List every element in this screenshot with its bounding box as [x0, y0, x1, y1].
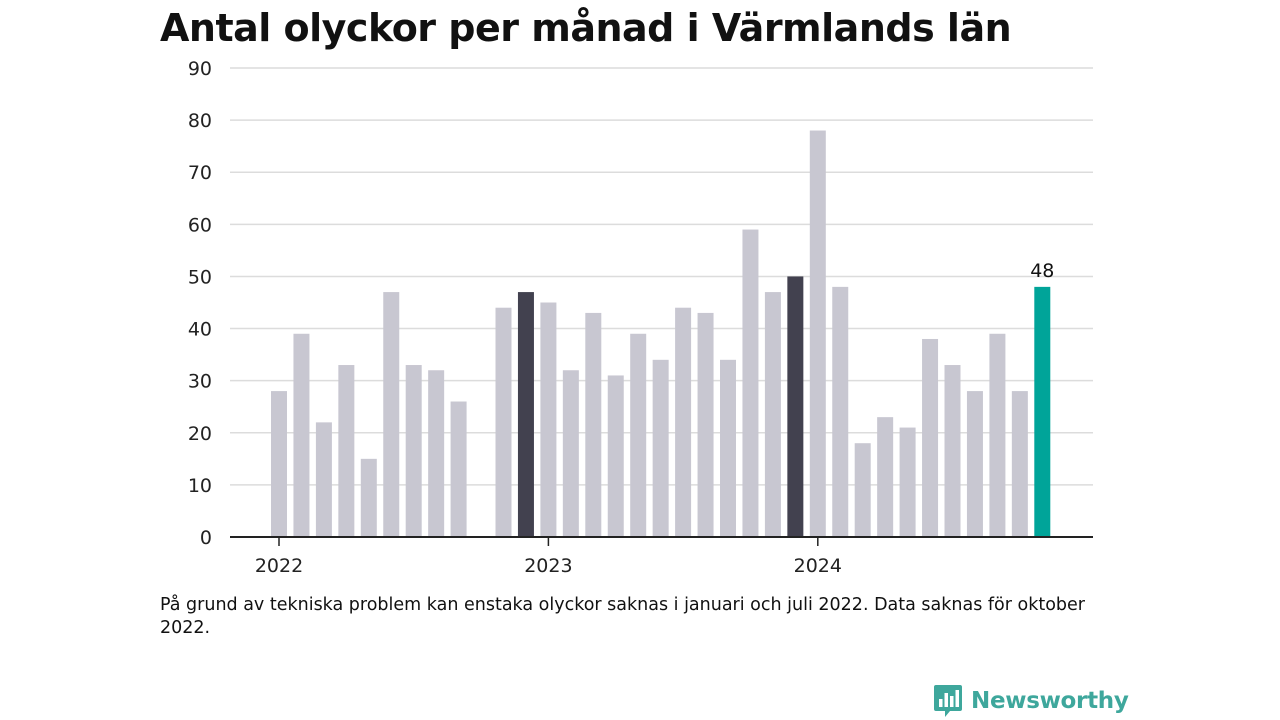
bar	[1034, 286, 1051, 537]
newsworthy-bar-chart-icon	[934, 685, 962, 717]
bar	[360, 458, 377, 537]
x-tick-label: 2024	[794, 555, 842, 577]
x-axis-ticks: 2022 2023 2024	[255, 537, 842, 577]
brand-name: Newsworthy	[971, 688, 1129, 714]
bar	[809, 130, 826, 538]
bar	[989, 333, 1006, 537]
y-tick-label: 10	[188, 475, 212, 497]
bar	[922, 338, 939, 537]
brand-logo[interactable]: Newsworthy	[933, 682, 1129, 720]
y-tick-label: 70	[188, 162, 212, 184]
data-labels: 48	[1030, 260, 1054, 282]
bar	[854, 443, 871, 537]
bar	[540, 302, 557, 537]
bar	[877, 417, 894, 537]
bar	[428, 370, 445, 537]
y-tick-label: 80	[188, 110, 212, 132]
bars	[271, 130, 1051, 538]
y-tick-label: 50	[188, 266, 212, 288]
y-tick-label: 40	[188, 319, 212, 341]
y-tick-label: 90	[188, 58, 212, 80]
bar	[607, 375, 624, 537]
y-tick-label: 20	[188, 423, 212, 445]
bar	[495, 307, 512, 537]
bar	[585, 312, 602, 537]
bar	[1011, 391, 1028, 537]
y-tick-label: 0	[200, 527, 212, 549]
bar	[517, 292, 534, 537]
bar	[764, 292, 781, 537]
y-tick-label: 60	[188, 214, 212, 236]
bar	[450, 401, 467, 537]
bar	[271, 391, 287, 537]
footnote: På grund av tekniska problem kan enstaka…	[160, 595, 1085, 638]
x-tick-label: 2023	[524, 555, 572, 577]
bar	[787, 276, 804, 537]
bar	[742, 229, 759, 538]
bar	[720, 359, 736, 537]
bar	[697, 312, 714, 537]
bar	[675, 307, 692, 537]
bar	[944, 365, 961, 537]
bar	[293, 333, 310, 537]
bar	[338, 365, 355, 537]
chart-title: Antal olyckor per månad i Värmlands län	[160, 6, 1012, 50]
bar	[383, 292, 400, 537]
bar	[405, 365, 422, 537]
bar-chart: 0 10 20 30 40 50 60 70 80 90 2022 2023 2024 48	[188, 58, 1093, 577]
y-tick-label: 30	[188, 371, 212, 393]
bar	[966, 391, 983, 537]
x-tick-label: 2022	[255, 555, 303, 577]
bar	[899, 427, 916, 537]
y-axis-ticks: 0 10 20 30 40 50 60 70 80 90	[188, 58, 212, 549]
latest-value-label: 48	[1030, 260, 1054, 282]
bar	[652, 359, 669, 537]
bar	[315, 422, 332, 537]
bar	[832, 286, 849, 537]
bar	[562, 370, 579, 537]
bar	[630, 333, 647, 537]
